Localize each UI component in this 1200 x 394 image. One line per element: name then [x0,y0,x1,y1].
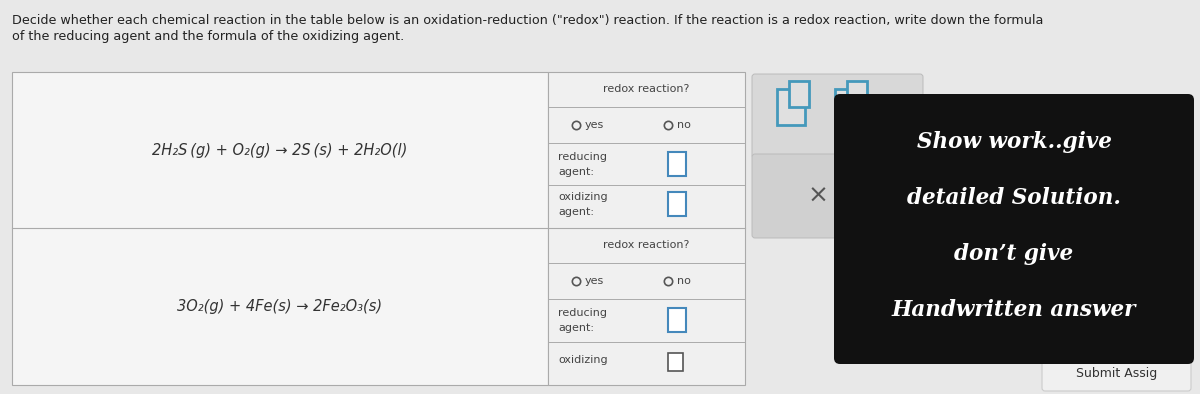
Text: Decide whether each chemical reaction in the table below is an oxidation-reducti: Decide whether each chemical reaction in… [12,14,1043,27]
Text: no: no [677,120,691,130]
Bar [668,353,683,371]
Text: agent:: agent: [558,167,594,177]
Text: no: no [677,276,691,286]
Bar [778,89,805,125]
Text: Show work..give: Show work..give [917,131,1111,153]
Text: Submit Assig: Submit Assig [1076,368,1157,381]
Bar [12,72,548,385]
Text: reducing: reducing [558,152,607,162]
Text: oxidizing: oxidizing [558,192,607,202]
Text: don’t give: don’t give [954,243,1074,265]
Bar [847,81,866,107]
Bar [668,308,686,332]
Text: oxidizing: oxidizing [558,355,607,365]
FancyBboxPatch shape [1042,357,1190,391]
Bar [668,152,686,176]
Text: detailed Solution.: detailed Solution. [907,187,1121,209]
FancyBboxPatch shape [752,154,923,238]
Text: 3O₂(g) + 4Fe(s) → 2Fe₂O₃(s): 3O₂(g) + 4Fe(s) → 2Fe₂O₃(s) [178,299,383,314]
Text: agent:: agent: [558,207,594,217]
Text: 2H₂S (g) + O₂(g) → 2S (s) + 2H₂O(l): 2H₂S (g) + O₂(g) → 2S (s) + 2H₂O(l) [152,143,408,158]
Bar [835,89,863,125]
FancyBboxPatch shape [834,94,1194,364]
Text: Handwritten answer: Handwritten answer [892,299,1136,321]
Text: reducing: reducing [558,308,607,318]
Bar [668,192,686,216]
Text: agent:: agent: [558,323,594,333]
Text: yes: yes [586,276,605,286]
Text: yes: yes [586,120,605,130]
Text: redox reaction?: redox reaction? [604,240,690,250]
Bar [790,81,809,107]
Text: redox reaction?: redox reaction? [604,84,690,94]
Bar [548,72,745,385]
Text: ×: × [808,184,828,208]
Text: of the reducing agent and the formula of the oxidizing agent.: of the reducing agent and the formula of… [12,30,404,43]
FancyBboxPatch shape [752,74,923,158]
